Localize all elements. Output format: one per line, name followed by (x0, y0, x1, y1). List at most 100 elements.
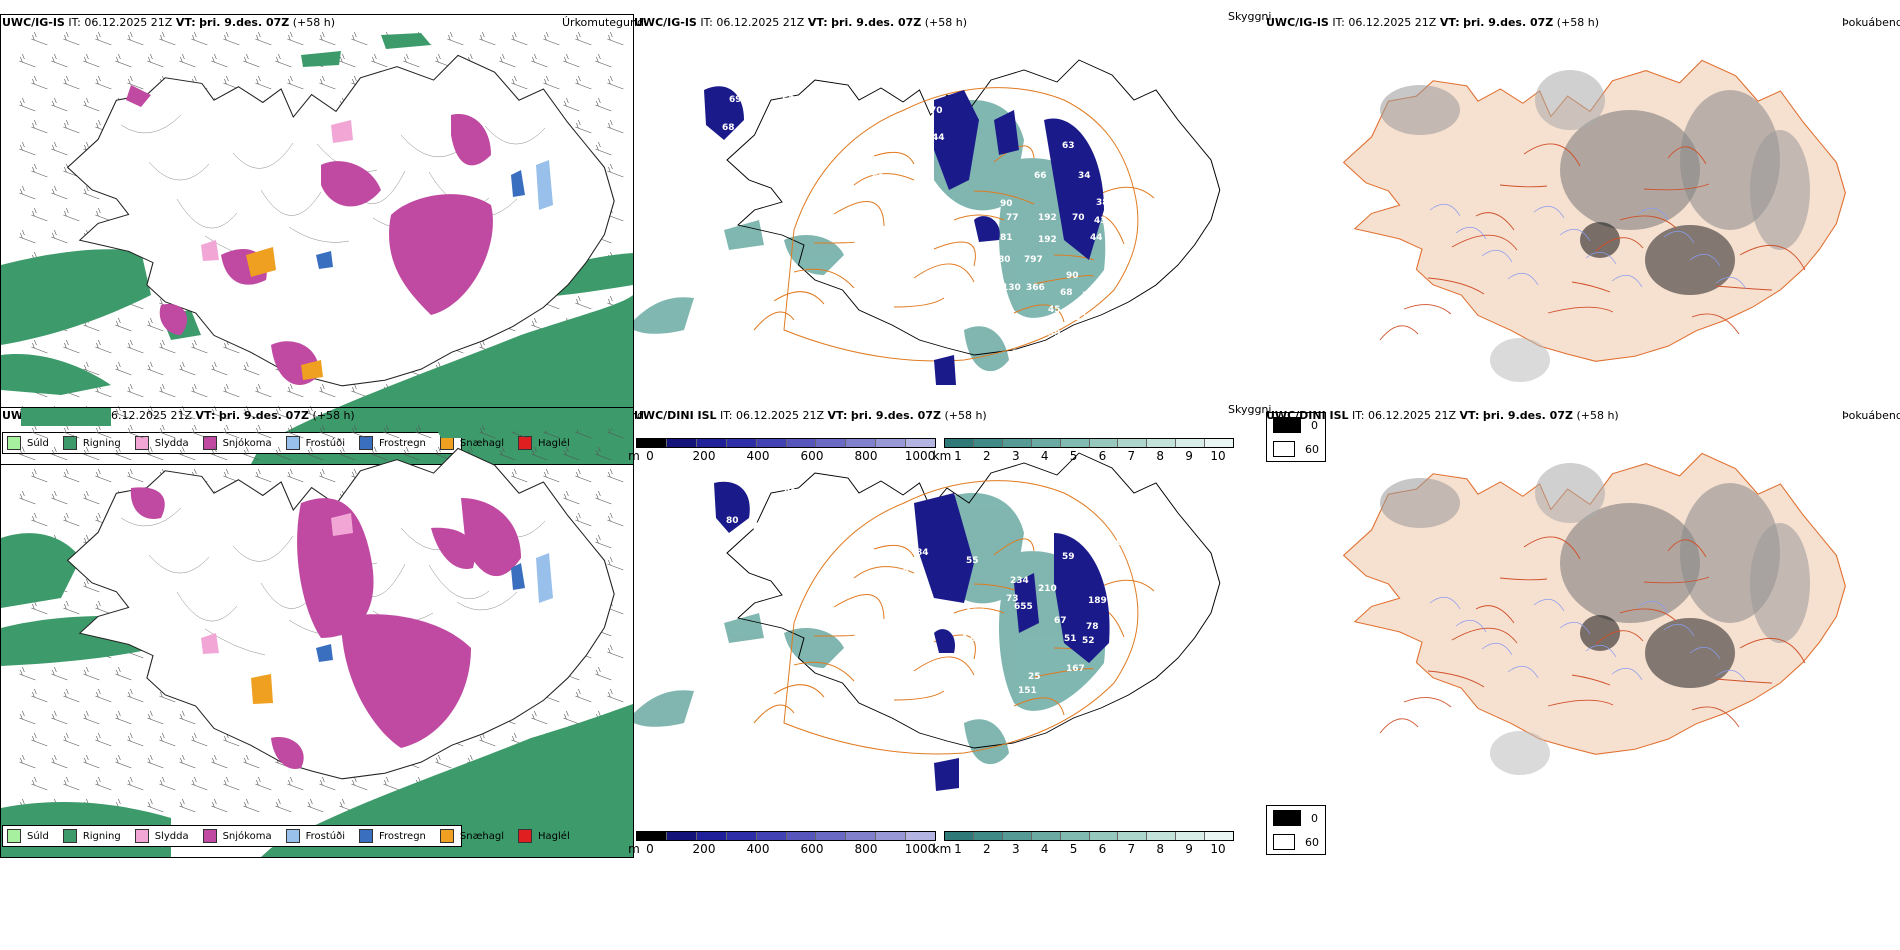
legend-label: Frostregn (379, 437, 426, 449)
visibility-value-label: 81 (784, 488, 797, 498)
roads (1379, 143, 1806, 341)
fog-legend-swatch (1273, 441, 1295, 457)
colorbar-segment (945, 832, 974, 840)
panel1-header: UWC/IG-IS IT: 06.12.2025 21Z VT: þri. 9.… (2, 16, 335, 30)
visibility-value-label: 64 (926, 612, 939, 622)
visibility-value-label: 53 (1118, 614, 1131, 624)
visibility-value-label: 32 (1042, 538, 1055, 548)
visibility-value-label: 25 (1028, 672, 1041, 682)
fog-shade-blob (1380, 478, 1460, 528)
valid-time: þri. 9.des. 07Z (1463, 16, 1554, 29)
visibility-value-label: 73 (1006, 594, 1019, 604)
colorbar-segment (696, 439, 727, 447)
legend-item: Haglél (518, 436, 570, 450)
fog-shade-blob (1560, 503, 1700, 623)
legend-item: Snjókoma (202, 436, 272, 450)
fog-index-shading (1380, 463, 1810, 775)
legend-label: Snæhagl (459, 437, 505, 449)
visibility-value-label: 45 (1048, 305, 1061, 315)
issue-time: 06.12.2025 21Z (84, 16, 173, 29)
visibility-value-label: 69 (729, 95, 742, 105)
colorbar-segment (945, 439, 974, 447)
fog-map-svg (1343, 59, 1846, 382)
visibility-value-label: 57 (1020, 488, 1033, 498)
visibility-map-svg: 69 53 68 53 54 61 44 70 74 162 63 66 34 38 43 90 77 192 70… (634, 59, 1221, 421)
visibility-value-label: 666 (748, 258, 767, 268)
visibility-value-label: 151 (1018, 686, 1037, 696)
legend-item: Slydda (134, 436, 189, 450)
visibility-map: 69 53 68 53 54 61 44 70 74 162 63 66 34 38 43 90 77 192 70… (634, 30, 1234, 430)
colorbar-tick: 4 (1040, 449, 1049, 463)
colorbar-tick: 4 (1040, 842, 1049, 856)
fog-legend-item: 60 (1267, 437, 1325, 461)
fog-legend-swatch (1273, 834, 1295, 850)
visibility-value-label: 35 (896, 411, 909, 421)
colorbar-segment (726, 439, 757, 447)
legend-swatch (7, 436, 21, 450)
colorbar-segment (1060, 832, 1090, 840)
visibility-value-label: 64 (930, 275, 943, 285)
legend-item: Rigning (62, 436, 121, 450)
fog-legend-label: 0 (1311, 811, 1318, 825)
legend-label: Súld (27, 437, 49, 449)
visibility-m-areas (704, 86, 1104, 385)
visibility-value-label: 40 (1114, 596, 1127, 606)
precip-map-svg (1, 408, 633, 857)
visibility-value-label: 58 (752, 607, 765, 617)
lead-time: (+58 h) (1556, 16, 1600, 29)
fog-index-map (1270, 30, 1870, 430)
visibility-value-label: 68 (722, 123, 735, 133)
colorbar-segment (1031, 832, 1061, 840)
legend-label: Snjókoma (222, 830, 272, 842)
legend-item: Frostregn (359, 829, 426, 843)
visibility-value-label: 78 (1102, 574, 1115, 584)
fog-shade-blob (1580, 222, 1620, 258)
colorbar-segment (906, 439, 936, 447)
fog-shade-blob (1535, 70, 1605, 130)
visibility-value-label: 90 (896, 568, 909, 578)
legend-label: Snæhagl (459, 830, 505, 842)
visibility-value-label: 80 (998, 255, 1011, 265)
precip-type-legend: Súld Rigning Slydda Snjókoma Frostúði Frostre… (2, 825, 570, 847)
colorbar-tick: 600 (800, 842, 824, 856)
colorbar-tick: 10 (1210, 449, 1226, 463)
vis_bar_m-colorbar-strip (636, 831, 936, 841)
visibility-value-label: 68 (1060, 288, 1073, 298)
colorbar-segment (756, 832, 787, 840)
colorbar-segment (816, 439, 847, 447)
legend-label: Frostúði (305, 437, 345, 449)
snow-areas (126, 85, 493, 385)
colorbar-tick: 800 (854, 449, 878, 463)
fog-shade-blob (1580, 615, 1620, 651)
colorbar-tick: 3 (1011, 842, 1020, 856)
colorbar-segment (1118, 439, 1148, 447)
legend-swatch (518, 436, 533, 450)
panel2-header: UWC/DINI ISL IT: 06.12.2025 21Z VT: þri.… (634, 409, 987, 423)
visibility-value-label: 198 (974, 285, 993, 295)
visibility-value-label: 67 (1054, 616, 1067, 626)
valid-time: þri. 9.des. 07Z (199, 16, 290, 29)
vis_bar_m-colorbar-ticks: m 0 200 400 600 800 1000 (628, 448, 936, 463)
issue-time: 06.12.2025 21Z (1368, 409, 1457, 422)
colorbar-tick: 9 (1185, 449, 1193, 463)
colorbar-segment (786, 439, 817, 447)
visibility-values: 69 53 68 53 54 61 44 70 74 162 63 66 34 38 43 90 77 192 70… (722, 95, 1121, 421)
colorbar-tick: 9 (1185, 842, 1193, 856)
visibility-value-label: 44 (1090, 233, 1103, 243)
colorbar-tick: 2 (983, 842, 991, 856)
sleet-areas (201, 513, 353, 654)
vis_bar_m-colorbar: m 0 200 400 600 800 1000 (628, 831, 936, 856)
visibility-value-label: 106 (1110, 538, 1129, 548)
colorbar-segment (1205, 439, 1234, 447)
colorbar-segment (876, 832, 907, 840)
fog-legend-label: 60 (1305, 835, 1319, 849)
colorbar-segment (696, 832, 727, 840)
visibility-value-label: 63 (872, 534, 885, 544)
legend-item: Frostregn (359, 436, 426, 450)
model-name: UWC/DINI ISL (634, 409, 717, 422)
visibility-value-label: 192 (1038, 213, 1057, 223)
legend-item: Snjókoma (202, 829, 272, 843)
legend-label: Súld (27, 830, 49, 842)
legend-item: Súld (7, 436, 49, 450)
colorbar-segment (637, 832, 667, 840)
